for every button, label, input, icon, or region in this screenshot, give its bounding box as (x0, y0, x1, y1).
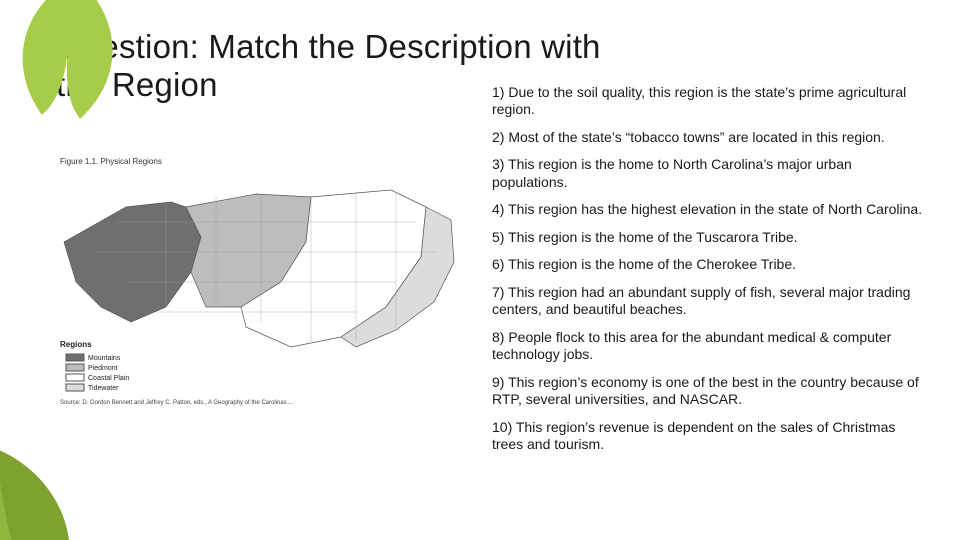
nc-region-map: Figure 1.1. Physical Regions Regions (56, 152, 466, 412)
list-item: 4) This region has the highest elevation… (492, 201, 924, 219)
title-line-1: Question: Match the Description with (56, 28, 924, 66)
list-item: 7) This region had an abundant supply of… (492, 284, 924, 319)
region-mountains (64, 202, 201, 322)
legend-piedmont: Piedmont (88, 365, 118, 372)
map-caption: Figure 1.1. Physical Regions (60, 157, 162, 166)
descriptions-column: 1) Due to the soil quality, this region … (486, 62, 924, 464)
list-item: 9) This region’s economy is one of the b… (492, 374, 924, 409)
legend-title: Regions (60, 340, 92, 349)
leaf-decoration-top-left (0, 0, 156, 138)
list-item: 2) Most of the state’s “tobacco towns” a… (492, 129, 924, 147)
list-item: 10) This region’s revenue is dependent o… (492, 419, 924, 454)
content-row: Figure 1.1. Physical Regions Regions (56, 62, 924, 464)
list-item: 5) This region is the home of the Tuscar… (492, 229, 924, 247)
list-item: 6) This region is the home of the Cherok… (492, 256, 924, 274)
legend-tidewater: Tidewater (88, 385, 119, 392)
legend-mountains: Mountains (88, 355, 121, 362)
list-item: 8) People flock to this area for the abu… (492, 329, 924, 364)
list-item: 3) This region is the home to North Caro… (492, 156, 924, 191)
legend-coastal-plain: Coastal Plain (88, 375, 129, 382)
slide: Question: Match the Description with the… (0, 0, 960, 540)
list-item: 1) Due to the soil quality, this region … (492, 84, 924, 119)
map-source: Source: D. Gordon Bennett and Jeffrey C.… (60, 400, 294, 406)
